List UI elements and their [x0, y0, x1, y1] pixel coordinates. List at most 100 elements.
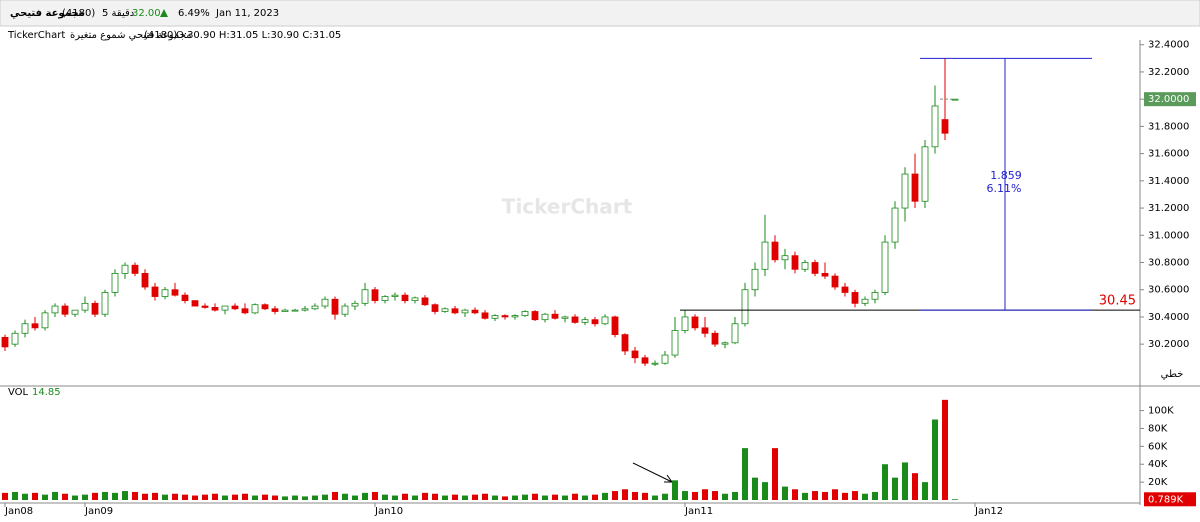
candle-body	[921, 146, 929, 202]
candle-body	[801, 262, 809, 270]
volume-bar	[282, 496, 288, 500]
candle-body	[321, 298, 329, 307]
candle-body	[61, 305, 69, 315]
candle-body	[241, 308, 249, 314]
volume-tick-label: 40K	[1148, 459, 1168, 470]
volume-bar	[592, 494, 598, 500]
candle-body	[261, 304, 269, 310]
candle-body	[771, 241, 779, 261]
volume-bar	[762, 482, 768, 500]
candle-body	[451, 308, 459, 314]
volume-bar	[92, 492, 98, 500]
candle-body	[421, 297, 429, 306]
volume-bar	[32, 492, 38, 500]
candle-body	[251, 304, 259, 314]
volume-bar	[262, 494, 268, 500]
y-tick-label: 30.4000	[1148, 312, 1189, 323]
candle-body	[911, 173, 919, 202]
volume-bar	[772, 448, 778, 500]
volume-bar	[902, 462, 908, 500]
volume-bar	[412, 495, 418, 500]
candle-body	[841, 286, 849, 293]
y-tick-label: 32.4000	[1148, 40, 1189, 51]
candle-body	[511, 315, 519, 318]
x-tick-label: Jan08	[4, 506, 33, 517]
volume-bar	[372, 491, 378, 500]
candle-body	[751, 268, 759, 291]
candle-body	[731, 323, 739, 344]
candle-body	[411, 297, 419, 302]
candle-body	[121, 264, 129, 274]
volume-tick-label: 20K	[1148, 477, 1168, 488]
volume-bar	[112, 492, 118, 500]
volume-bar	[522, 494, 528, 500]
volume-bar	[752, 477, 758, 500]
candle-body	[471, 309, 479, 314]
info-brand: TickerChart	[7, 30, 65, 41]
volume-bar	[272, 495, 278, 500]
candle-body	[781, 255, 789, 261]
candle-body	[161, 289, 169, 297]
candle-body	[401, 294, 409, 302]
candle-body	[761, 241, 769, 270]
candle-body	[111, 272, 119, 293]
volume-bar	[832, 489, 838, 500]
volume-bar	[172, 493, 178, 500]
candle-body	[601, 316, 609, 325]
candle-body	[691, 316, 699, 329]
candle-body	[901, 173, 909, 209]
candle-body	[531, 311, 539, 321]
volume-bar	[642, 492, 648, 500]
candle-body	[871, 292, 879, 300]
volume-bar	[232, 494, 238, 500]
candle-body	[231, 305, 239, 310]
volume-bar	[152, 492, 158, 500]
volume-bar	[482, 493, 488, 500]
volume-bar	[932, 419, 938, 500]
candle-body	[851, 292, 859, 304]
volume-bar	[192, 495, 198, 500]
volume-bar	[852, 491, 858, 500]
candle-body	[541, 313, 549, 321]
candle-body	[391, 294, 399, 297]
candle-body	[701, 327, 709, 334]
volume-bar	[672, 480, 678, 500]
volume-title: VOL	[8, 387, 29, 398]
volume-bar	[502, 496, 508, 500]
volume-bar	[432, 493, 438, 500]
volume-bar	[452, 494, 458, 500]
volume-bar	[312, 495, 318, 500]
volume-bar	[392, 495, 398, 500]
volume-bar	[472, 494, 478, 500]
candle-body	[291, 309, 299, 312]
candle-body	[641, 357, 649, 364]
candle-body	[31, 323, 39, 329]
volume-tick-label: 60K	[1148, 441, 1168, 452]
y-tick-label: 30.2000	[1148, 339, 1189, 350]
info-code: (4180)	[144, 30, 177, 41]
candle-body	[811, 262, 819, 274]
y-tick-label: 31.0000	[1148, 230, 1189, 241]
volume-bar	[22, 493, 28, 500]
candle-body	[141, 272, 149, 288]
candle-body	[281, 309, 289, 312]
interval: 5 دقيقة	[102, 8, 134, 19]
volume-bar	[562, 495, 568, 500]
volume-value: 14.85	[32, 387, 61, 398]
y-tick-label: 31.6000	[1148, 149, 1189, 160]
volume-bar	[842, 492, 848, 500]
volume-bar	[102, 491, 108, 500]
candle-body	[361, 289, 369, 304]
scale-label[interactable]: خطي	[1161, 369, 1184, 380]
volume-bar	[382, 494, 388, 500]
candle-body	[721, 342, 729, 345]
volume-bar	[602, 492, 608, 500]
volume-bar	[912, 473, 918, 500]
annotation-arrow	[632, 462, 673, 483]
y-tick-label: 31.4000	[1148, 176, 1189, 187]
candle-body	[711, 332, 719, 345]
stock-code: (4180)	[62, 8, 95, 19]
candle-body	[671, 330, 679, 356]
